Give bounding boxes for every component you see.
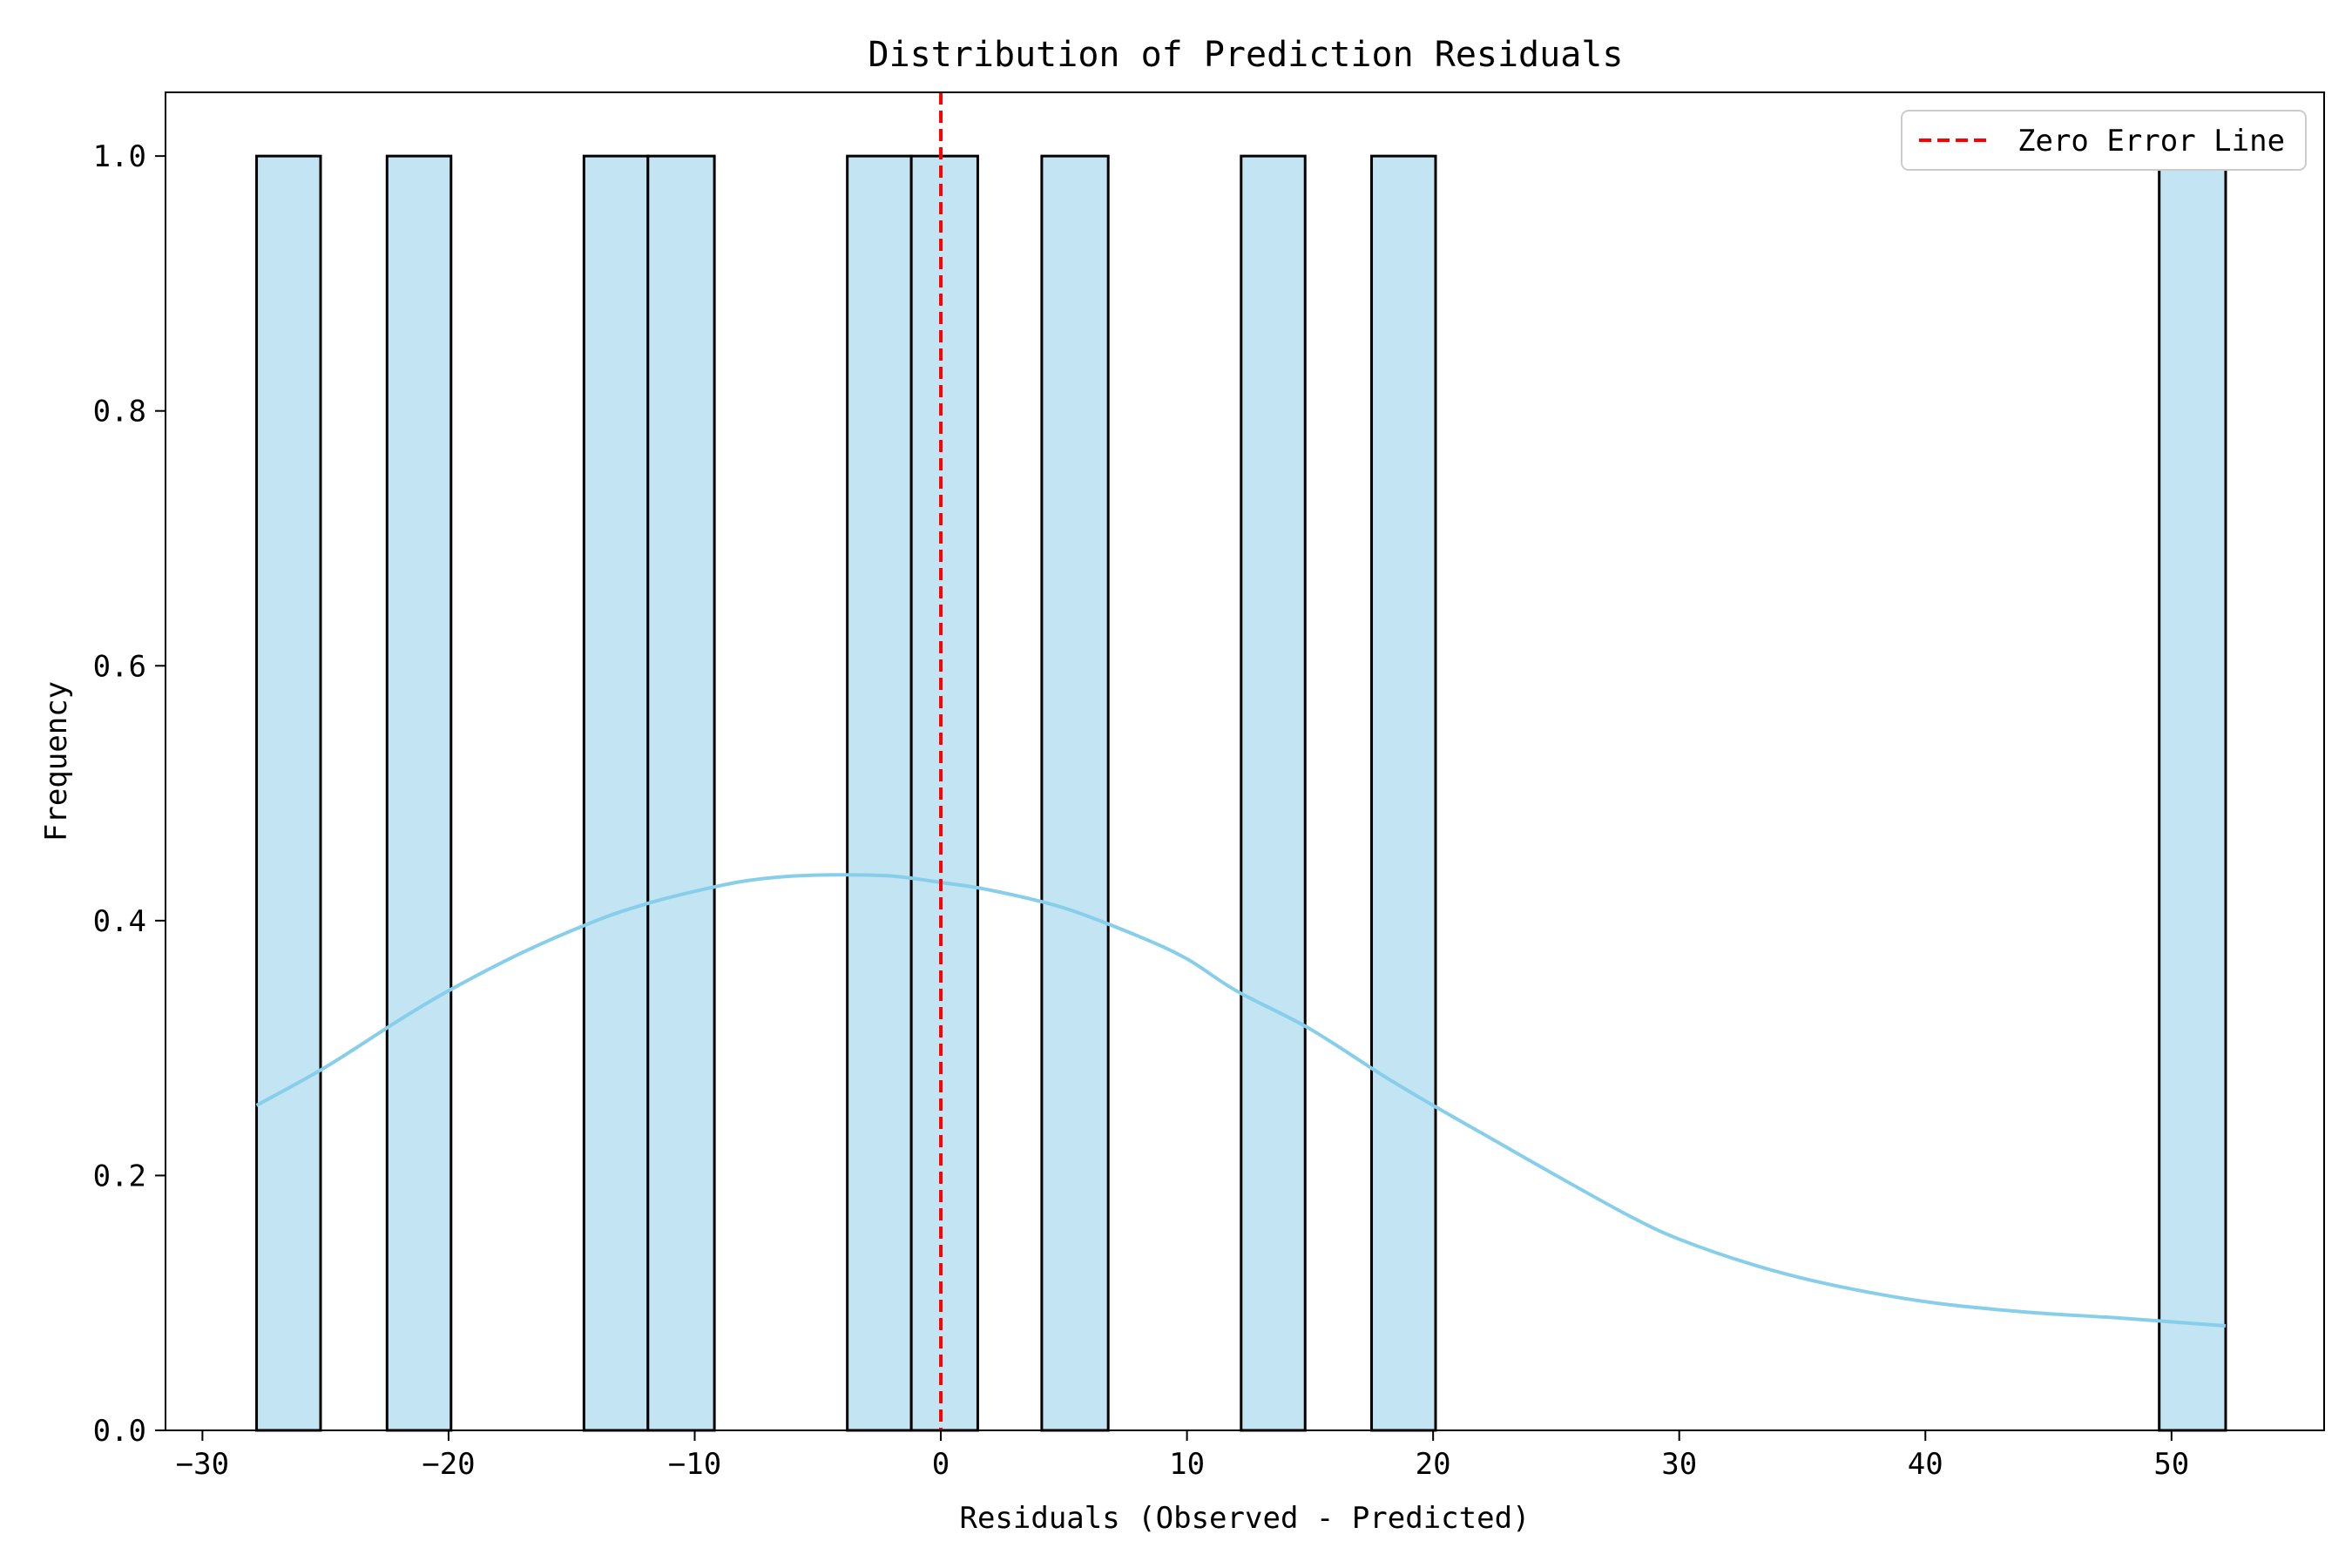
histogram-bar-2	[385, 154, 453, 1432]
histogram-bar-3	[582, 154, 650, 1432]
histogram-bar-8	[1240, 154, 1307, 1432]
legend-label-zero-error-line: Zero Error Line	[2017, 124, 2285, 159]
x-axis-ticks: −30 −20 −10 0 10 20 30 40 50	[176, 1430, 2189, 1482]
histogram-bar-5	[846, 154, 913, 1432]
kde-curve	[255, 873, 2227, 1328]
x-axis-label: Residuals (Observed - Predicted)	[959, 1501, 1530, 1536]
bars-group	[255, 154, 2227, 1432]
y-tick-label: 0.6	[93, 649, 146, 684]
chart-title: Distribution of Prediction Residuals	[868, 35, 1624, 75]
histogram-bar-4	[646, 154, 716, 1432]
y-axis-ticks: 0.0 0.2 0.4 0.6 0.8 1.0	[93, 139, 166, 1449]
y-tick-label: 0.8	[93, 395, 146, 429]
y-axis-label: Frequency	[39, 681, 74, 841]
legend-box	[1901, 110, 2307, 171]
x-tick-label: 0	[932, 1447, 950, 1482]
x-tick-label: 50	[2153, 1447, 2189, 1482]
y-tick-label: 0.0	[93, 1414, 146, 1449]
x-tick-label: 20	[1416, 1447, 1451, 1482]
x-tick-label: 40	[1908, 1447, 1943, 1482]
kde-group	[255, 873, 2227, 1328]
x-tick-label: 10	[1169, 1447, 1205, 1482]
x-tick-label: −20	[422, 1447, 475, 1482]
histogram-bar-10	[2158, 154, 2227, 1432]
legend: Zero Error Line	[1901, 110, 2307, 171]
plot-frame	[165, 91, 2325, 1431]
histogram-bar-1	[255, 154, 322, 1432]
y-tick-label: 1.0	[93, 139, 146, 174]
x-tick-label: −30	[176, 1447, 229, 1482]
histogram-bar-6	[909, 154, 979, 1432]
y-tick-label: 0.2	[93, 1159, 146, 1193]
x-tick-label: 30	[1661, 1447, 1697, 1482]
histogram-bar-7	[1040, 154, 1110, 1432]
x-tick-label: −10	[668, 1447, 721, 1482]
histogram-bar-9	[1370, 154, 1437, 1432]
y-tick-label: 0.4	[93, 904, 146, 939]
